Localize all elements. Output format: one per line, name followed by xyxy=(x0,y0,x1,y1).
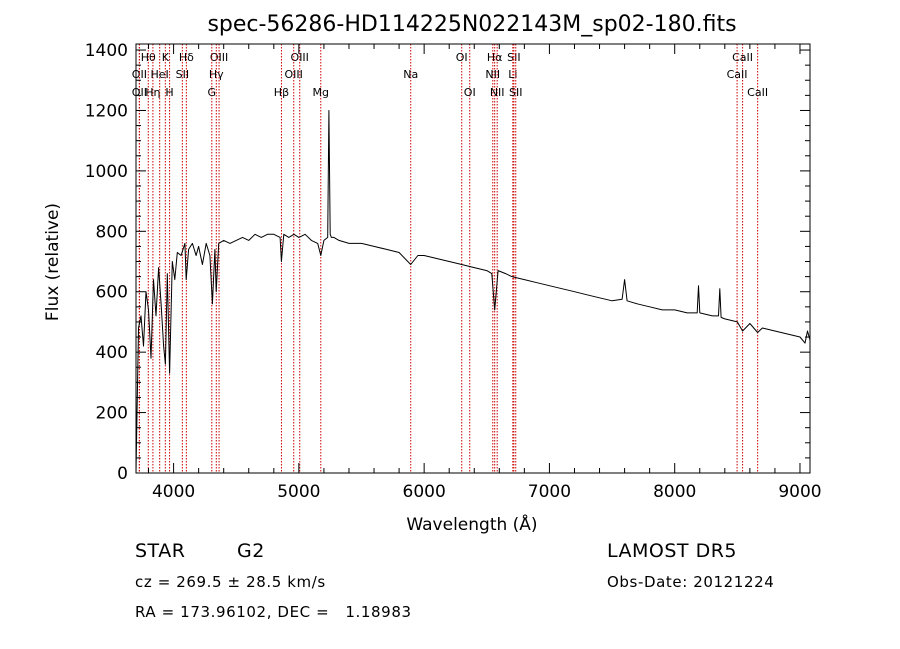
line-marker-label: Hη xyxy=(145,86,160,99)
line-marker-label: Hδ xyxy=(179,51,194,64)
line-marker-label: Hθ xyxy=(141,51,156,64)
line-marker-label: OI xyxy=(464,86,476,99)
y-tick-label: 1400 xyxy=(85,41,128,61)
chart-title: spec-56286-HD114225N022143M_sp02-180.fit… xyxy=(207,12,736,37)
plot-frame xyxy=(135,43,811,474)
x-tick-label: 5000 xyxy=(277,482,320,502)
spectrum-line xyxy=(135,110,811,474)
line-marker-label: G xyxy=(208,86,217,99)
y-tick-label: 0 xyxy=(117,464,128,484)
x-tick-label: 9000 xyxy=(778,482,821,502)
line-marker-label: OIII xyxy=(291,51,309,64)
x-tick-label: 8000 xyxy=(653,482,696,502)
coordinates: RA = 173.96102, DEC = 1.18983 xyxy=(135,603,412,621)
line-marker-label: Mg xyxy=(313,86,329,99)
y-tick-label: 1200 xyxy=(85,101,128,121)
survey-name: LAMOST DR5 xyxy=(607,540,737,562)
line-marker-label: CaII xyxy=(727,68,748,81)
y-tick-label: 600 xyxy=(96,283,128,303)
line-marker-label: SII xyxy=(509,86,522,99)
line-marker-label: OIII xyxy=(285,68,303,81)
y-tick-label: 400 xyxy=(96,343,128,363)
line-marker-label: Na xyxy=(403,68,418,81)
y-tick-label: 1000 xyxy=(85,162,128,182)
line-marker-label: SII xyxy=(507,51,520,64)
object-subclass: G2 xyxy=(237,540,265,562)
line-marker-label: CaII xyxy=(732,51,753,64)
line-marker-label: SII xyxy=(176,68,189,81)
y-axis-label: Flux (relative) xyxy=(43,203,63,321)
x-tick-label: 7000 xyxy=(528,482,571,502)
line-marker-label: Li xyxy=(508,68,517,81)
y-tick-label: 800 xyxy=(96,222,128,242)
x-tick-label: 4000 xyxy=(152,482,195,502)
line-marker-label: OI xyxy=(456,51,468,64)
redshift-velocity: cz = 269.5 ± 28.5 km/s xyxy=(135,573,326,591)
line-marker-label: Hβ xyxy=(274,86,289,99)
line-marker-label: CaII xyxy=(747,86,768,99)
x-tick-label: 6000 xyxy=(403,482,446,502)
line-marker-label: HeI xyxy=(151,68,169,81)
line-marker-label: Hγ xyxy=(209,68,224,81)
x-axis-label: Wavelength (Å) xyxy=(406,513,537,535)
line-marker-label: NII xyxy=(485,68,500,81)
line-marker-label: OIII xyxy=(210,51,228,64)
y-tick-label: 200 xyxy=(96,404,128,424)
line-marker-label: Hα xyxy=(487,51,503,64)
line-marker-label: NII xyxy=(490,86,505,99)
line-marker-label: H xyxy=(165,86,173,99)
line-marker-label: K xyxy=(162,51,170,64)
observation-date: Obs-Date: 20121224 xyxy=(607,573,775,591)
object-class: STAR xyxy=(135,540,186,562)
plot-axes: 4000 5000 6000 7000 8000 9000 0 200 400 600 800 100… xyxy=(85,41,822,502)
